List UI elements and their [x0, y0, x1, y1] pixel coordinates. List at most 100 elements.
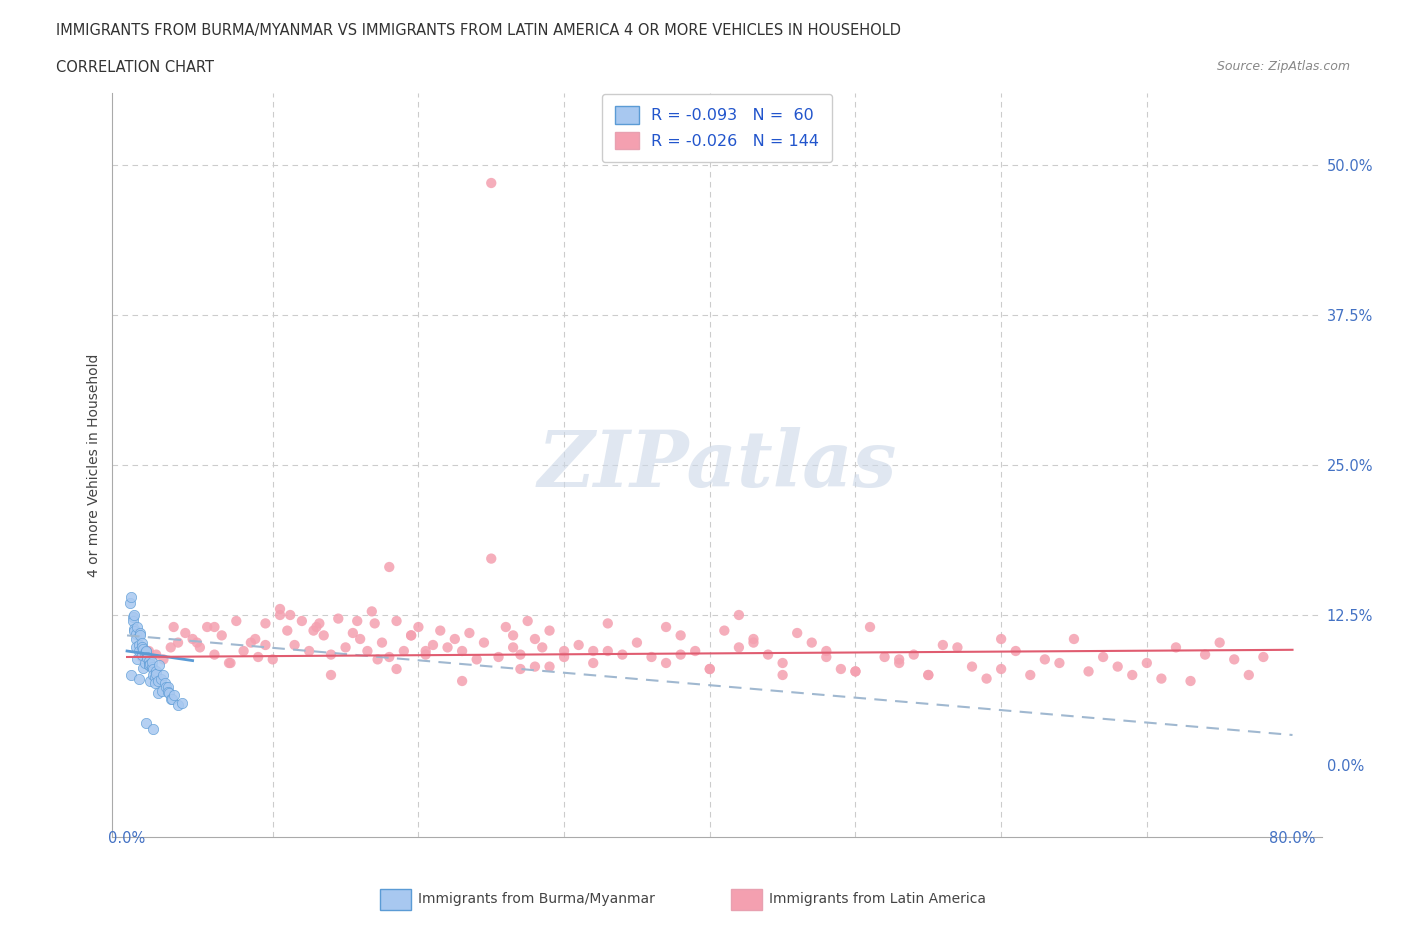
- Point: [538, 659, 561, 674]
- Point: [134, 656, 156, 671]
- Point: [1004, 644, 1026, 658]
- Point: [319, 647, 342, 662]
- Point: [502, 628, 524, 643]
- Point: [172, 695, 194, 710]
- Point: [120, 590, 142, 604]
- Point: [472, 635, 495, 650]
- Point: [335, 640, 357, 655]
- Point: [990, 631, 1012, 646]
- Point: [148, 658, 170, 672]
- Point: [138, 658, 160, 672]
- Point: [815, 644, 838, 658]
- Point: [1194, 647, 1216, 662]
- Point: [655, 619, 678, 634]
- Point: [188, 640, 211, 655]
- Point: [683, 644, 706, 658]
- Point: [626, 635, 648, 650]
- Point: [596, 616, 619, 631]
- Point: [163, 688, 186, 703]
- Point: [128, 644, 150, 658]
- Point: [1077, 664, 1099, 679]
- Point: [167, 698, 190, 712]
- Point: [269, 602, 291, 617]
- Point: [125, 631, 148, 646]
- Point: [1063, 631, 1085, 646]
- Point: [219, 656, 242, 671]
- Point: [125, 640, 148, 655]
- Point: [328, 611, 350, 626]
- Point: [378, 560, 401, 575]
- Point: [582, 656, 605, 671]
- Point: [124, 607, 146, 622]
- Point: [932, 638, 955, 653]
- Point: [458, 626, 481, 641]
- Point: [284, 638, 307, 653]
- Point: [582, 644, 605, 658]
- Point: [772, 656, 794, 671]
- Point: [399, 628, 422, 643]
- Point: [145, 647, 167, 662]
- Point: [1164, 640, 1187, 655]
- Point: [291, 614, 314, 629]
- Point: [1180, 673, 1202, 688]
- Point: [132, 641, 155, 656]
- Point: [830, 661, 852, 676]
- Point: [278, 607, 301, 622]
- Point: [1047, 656, 1070, 671]
- Point: [131, 647, 153, 662]
- Point: [1237, 668, 1260, 683]
- Point: [465, 652, 488, 667]
- Point: [149, 671, 172, 686]
- Point: [488, 649, 510, 664]
- Point: [742, 635, 765, 650]
- Point: [129, 626, 152, 641]
- Point: [1033, 652, 1056, 667]
- Point: [371, 635, 394, 650]
- Point: [142, 661, 165, 676]
- Point: [640, 649, 662, 664]
- Point: [976, 671, 998, 686]
- Point: [479, 551, 502, 566]
- Point: [135, 644, 157, 659]
- Point: [596, 644, 619, 658]
- Point: [553, 644, 575, 658]
- Point: [254, 638, 277, 653]
- Point: [415, 647, 437, 662]
- Point: [163, 619, 186, 634]
- Point: [319, 668, 342, 683]
- Point: [378, 649, 401, 664]
- Point: [553, 649, 575, 664]
- Legend: R = -0.093   N =  60, R = -0.026   N = 144: R = -0.093 N = 60, R = -0.026 N = 144: [602, 94, 832, 162]
- Point: [1092, 649, 1115, 664]
- Point: [495, 619, 517, 634]
- Point: [118, 595, 141, 610]
- Point: [889, 652, 911, 667]
- Point: [399, 628, 422, 643]
- Point: [159, 692, 181, 707]
- Point: [138, 653, 160, 668]
- Point: [141, 659, 163, 674]
- Point: [138, 644, 160, 658]
- Point: [131, 640, 153, 655]
- Point: [127, 619, 149, 634]
- Point: [141, 655, 163, 670]
- Point: [128, 671, 150, 686]
- Point: [167, 635, 190, 650]
- Point: [443, 631, 465, 646]
- Point: [128, 638, 150, 653]
- Point: [1121, 668, 1143, 683]
- Point: [669, 628, 692, 643]
- Point: [699, 661, 721, 676]
- Point: [155, 680, 177, 695]
- Point: [990, 661, 1012, 676]
- Point: [531, 640, 554, 655]
- Point: [305, 619, 328, 634]
- Point: [146, 673, 169, 688]
- Point: [225, 614, 247, 629]
- Point: [153, 676, 176, 691]
- Point: [538, 623, 561, 638]
- Point: [523, 631, 546, 646]
- Point: [1136, 656, 1159, 671]
- Point: [254, 616, 277, 631]
- Point: [728, 607, 751, 622]
